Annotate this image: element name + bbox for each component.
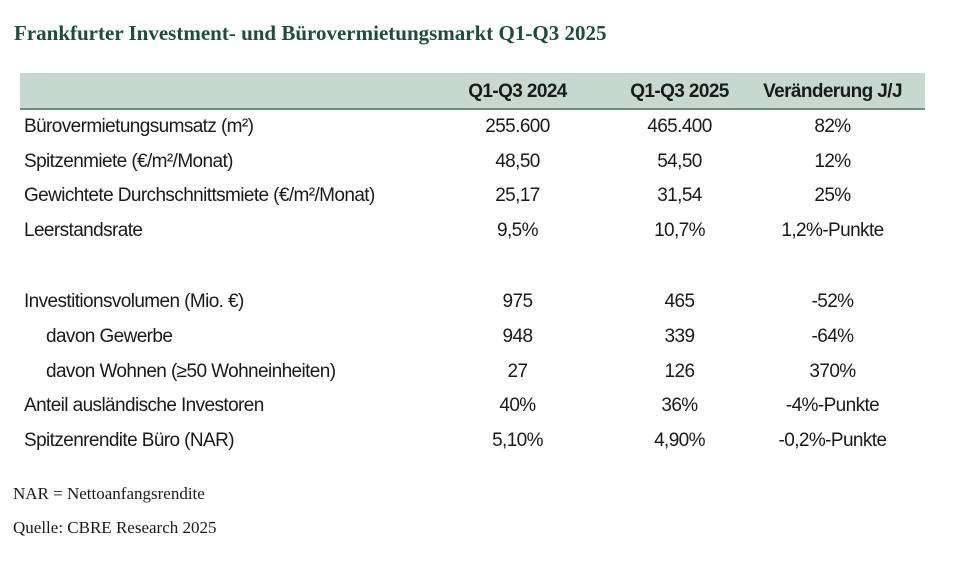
value-change: 25% — [814, 185, 851, 207]
table-row: Spitzenrendite Büro (NAR) 5,10% 4,90% -0… — [20, 424, 925, 459]
column-header-2025: Q1-Q3 2025 — [630, 81, 729, 102]
market-data-table: Q1-Q3 2024 Q1-Q3 2025 Veränderung J/J Bü… — [20, 73, 925, 458]
value-2024: 5,10% — [492, 429, 543, 451]
value-2024: 27 — [507, 360, 529, 382]
table-header: Q1-Q3 2024 Q1-Q3 2025 Veränderung J/J — [20, 73, 925, 110]
table-row: Bürovermietungsumsatz (m²) 255.600 465.4… — [20, 110, 925, 145]
value-change: 370% — [809, 360, 856, 382]
value-2025: 31,54 — [657, 185, 702, 207]
table-row: Leerstandsrate 9,5% 10,7% 1,2%-Punkte — [20, 214, 925, 249]
value-2025: 465 — [664, 291, 696, 313]
value-change: -4%-Punkte — [785, 395, 880, 417]
row-label: Spitzenmiete (€/m²/Monat) — [24, 150, 233, 172]
table-row: Gewichtete Durchschnittsmiete (€/m²/Mona… — [20, 179, 925, 214]
column-header-change: Veränderung J/J — [763, 81, 902, 102]
row-label: davon Gewerbe — [46, 325, 173, 347]
column-header-2024: Q1-Q3 2024 — [468, 81, 567, 102]
table-row: Investitionsvolumen (Mio. €) 975 465 -52… — [20, 285, 925, 320]
value-2024: 255.600 — [485, 116, 550, 137]
row-label: Investitionsvolumen (Mio. €) — [24, 291, 244, 313]
value-change: 1,2%-Punkte — [781, 219, 884, 241]
table-row: Spitzenmiete (€/m²/Monat) 48,50 54,50 12… — [20, 145, 925, 180]
value-2025: 36% — [661, 395, 698, 417]
value-2025: 126 — [664, 360, 696, 382]
value-2024: 48,50 — [495, 150, 540, 172]
value-2024: 9,5% — [497, 219, 539, 241]
value-change: 82% — [814, 116, 851, 137]
abbreviation-note: NAR = Nettoanfangsrendite — [13, 484, 205, 503]
source-note: Quelle: CBRE Research 2025 — [13, 518, 217, 537]
value-change: -0,2%-Punkte — [778, 429, 888, 451]
value-2025: 10,7% — [654, 219, 705, 241]
value-2025: 54,50 — [657, 150, 702, 172]
row-label: Leerstandsrate — [24, 219, 143, 241]
value-change: -64% — [811, 325, 855, 347]
value-2024: 948 — [502, 325, 534, 347]
row-label: Bürovermietungsumsatz (m²) — [24, 116, 254, 137]
row-label: Spitzenrendite Büro (NAR) — [24, 429, 235, 451]
row-label: davon Wohnen (≥50 Wohneinheiten) — [46, 360, 336, 382]
value-change: -52% — [811, 291, 855, 313]
value-2025: 339 — [664, 325, 696, 347]
value-2024: 40% — [499, 395, 536, 417]
value-change: 12% — [814, 150, 851, 172]
page-title: Frankfurter Investment- und Bürovermietu… — [14, 21, 607, 45]
value-2024: 25,17 — [495, 185, 540, 207]
value-2025: 4,90% — [654, 429, 705, 451]
table-row: Anteil ausländische Investoren 40% 36% -… — [20, 389, 925, 424]
table-row: davon Gewerbe 948 339 -64% — [20, 320, 925, 355]
value-2025: 465.400 — [647, 116, 712, 137]
table-row: davon Wohnen (≥50 Wohneinheiten) 27 126 … — [20, 355, 925, 390]
value-2024: 975 — [502, 291, 534, 313]
row-label: Anteil ausländische Investoren — [24, 395, 264, 417]
row-spacer — [20, 248, 925, 285]
row-label: Gewichtete Durchschnittsmiete (€/m²/Mona… — [24, 185, 375, 207]
